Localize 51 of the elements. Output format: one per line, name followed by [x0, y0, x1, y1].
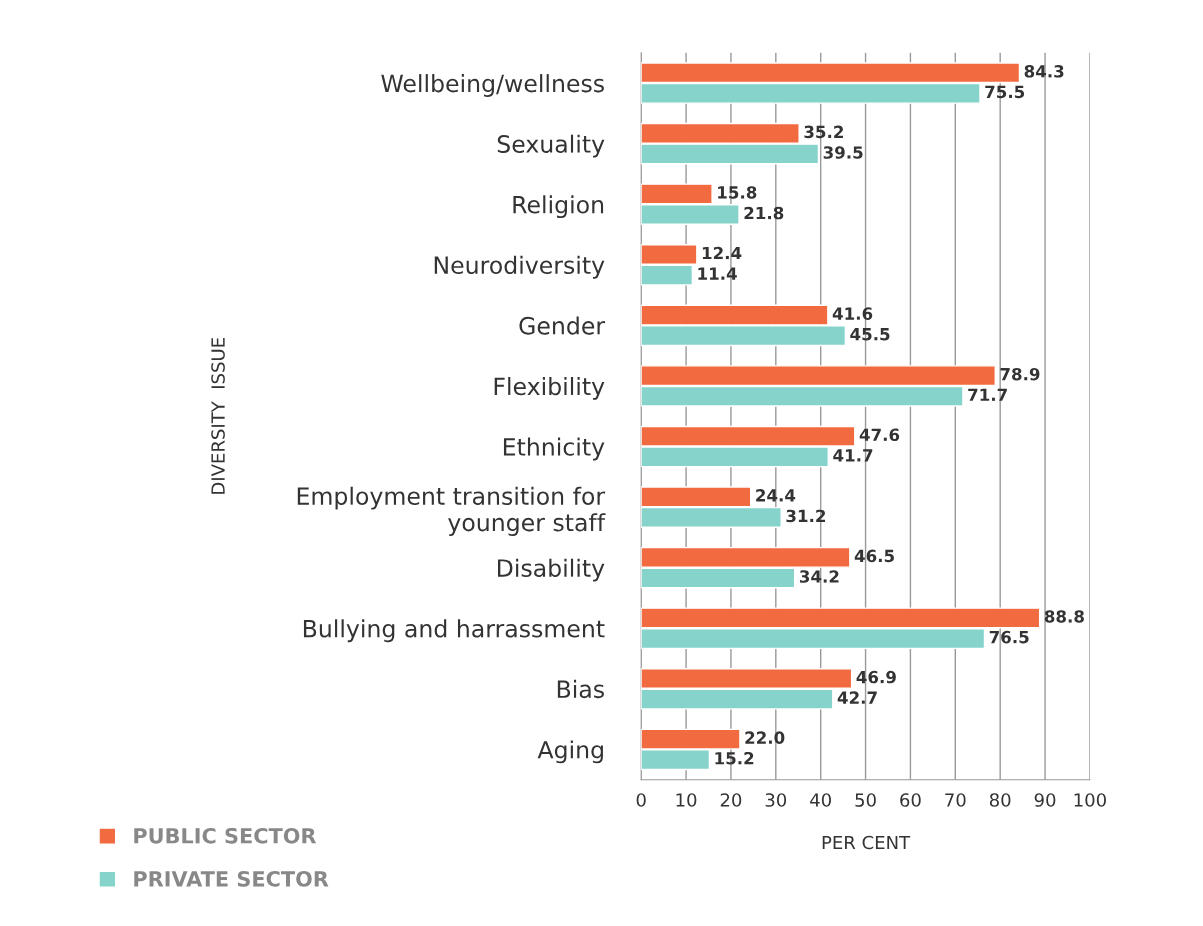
data-label: 45.5 — [850, 328, 890, 341]
data-label: 41.7 — [833, 449, 873, 462]
x-tick-label: 100 — [1074, 793, 1106, 807]
y-tick-label: Gender — [519, 316, 606, 335]
data-label: 88.8 — [1044, 610, 1084, 623]
y-axis-title: DIVERSITY ISSUE — [211, 338, 225, 494]
x-tick-label: 30 — [765, 793, 787, 807]
data-label: 39.5 — [823, 146, 863, 159]
x-tick-label: 20 — [720, 793, 742, 807]
data-label: 12.4 — [702, 246, 742, 260]
x-tick-label: 80 — [989, 793, 1011, 807]
y-tick-label: Aging — [537, 740, 603, 764]
data-label: 76.5 — [989, 630, 1029, 644]
x-tick-label: 10 — [676, 793, 697, 807]
data-label: 35.2 — [804, 125, 843, 139]
data-label: 15.2 — [715, 751, 754, 765]
data-label: 84.3 — [1024, 65, 1064, 78]
data-label: 31.2 — [786, 509, 826, 523]
data-label: 46.9 — [856, 670, 896, 684]
x-tick-label: 70 — [945, 793, 966, 807]
legend-label: PRIVATE SECTOR — [134, 870, 329, 887]
data-label: 34.2 — [799, 570, 839, 583]
y-tick-label: Sexuality — [497, 134, 605, 158]
x-tick-label: 60 — [900, 793, 921, 807]
y-tick-label: Employment transition for younger staff — [297, 486, 606, 536]
data-label: 46.5 — [854, 549, 894, 563]
data-label: 71.7 — [968, 388, 1007, 401]
data-label: 41.6 — [832, 307, 873, 320]
x-tick-label: 50 — [855, 793, 876, 807]
y-tick-label: Flexibility — [494, 376, 605, 400]
data-label: 15.8 — [718, 186, 757, 199]
data-label: 78.9 — [1000, 367, 1040, 381]
data-label: 11.4 — [698, 267, 737, 280]
x-axis-title: PER CENT — [822, 835, 911, 850]
data-label: 21.8 — [744, 206, 784, 220]
legend-label: PUBLIC SECTOR — [134, 827, 317, 844]
data-label: 24.4 — [756, 489, 796, 502]
y-tick-label: Wellbeing/wellness — [381, 74, 604, 97]
x-tick-label: 40 — [810, 793, 831, 807]
data-label: 42.7 — [837, 691, 877, 704]
y-tick-label: Bias — [557, 679, 604, 699]
y-tick-label: Neurodiversity — [434, 255, 605, 279]
data-label: 47.6 — [859, 428, 900, 442]
data-label: 75.5 — [985, 85, 1025, 99]
x-tick-label: 0 — [636, 793, 646, 807]
data-label: 22.0 — [745, 731, 785, 744]
y-tick-label: Bullying and harrassment — [303, 619, 605, 643]
x-tick-label: 90 — [1034, 793, 1056, 807]
y-tick-label: Ethnicity — [503, 437, 605, 461]
y-tick-label: Disability — [498, 558, 605, 582]
y-tick-label: Religion — [513, 195, 604, 219]
